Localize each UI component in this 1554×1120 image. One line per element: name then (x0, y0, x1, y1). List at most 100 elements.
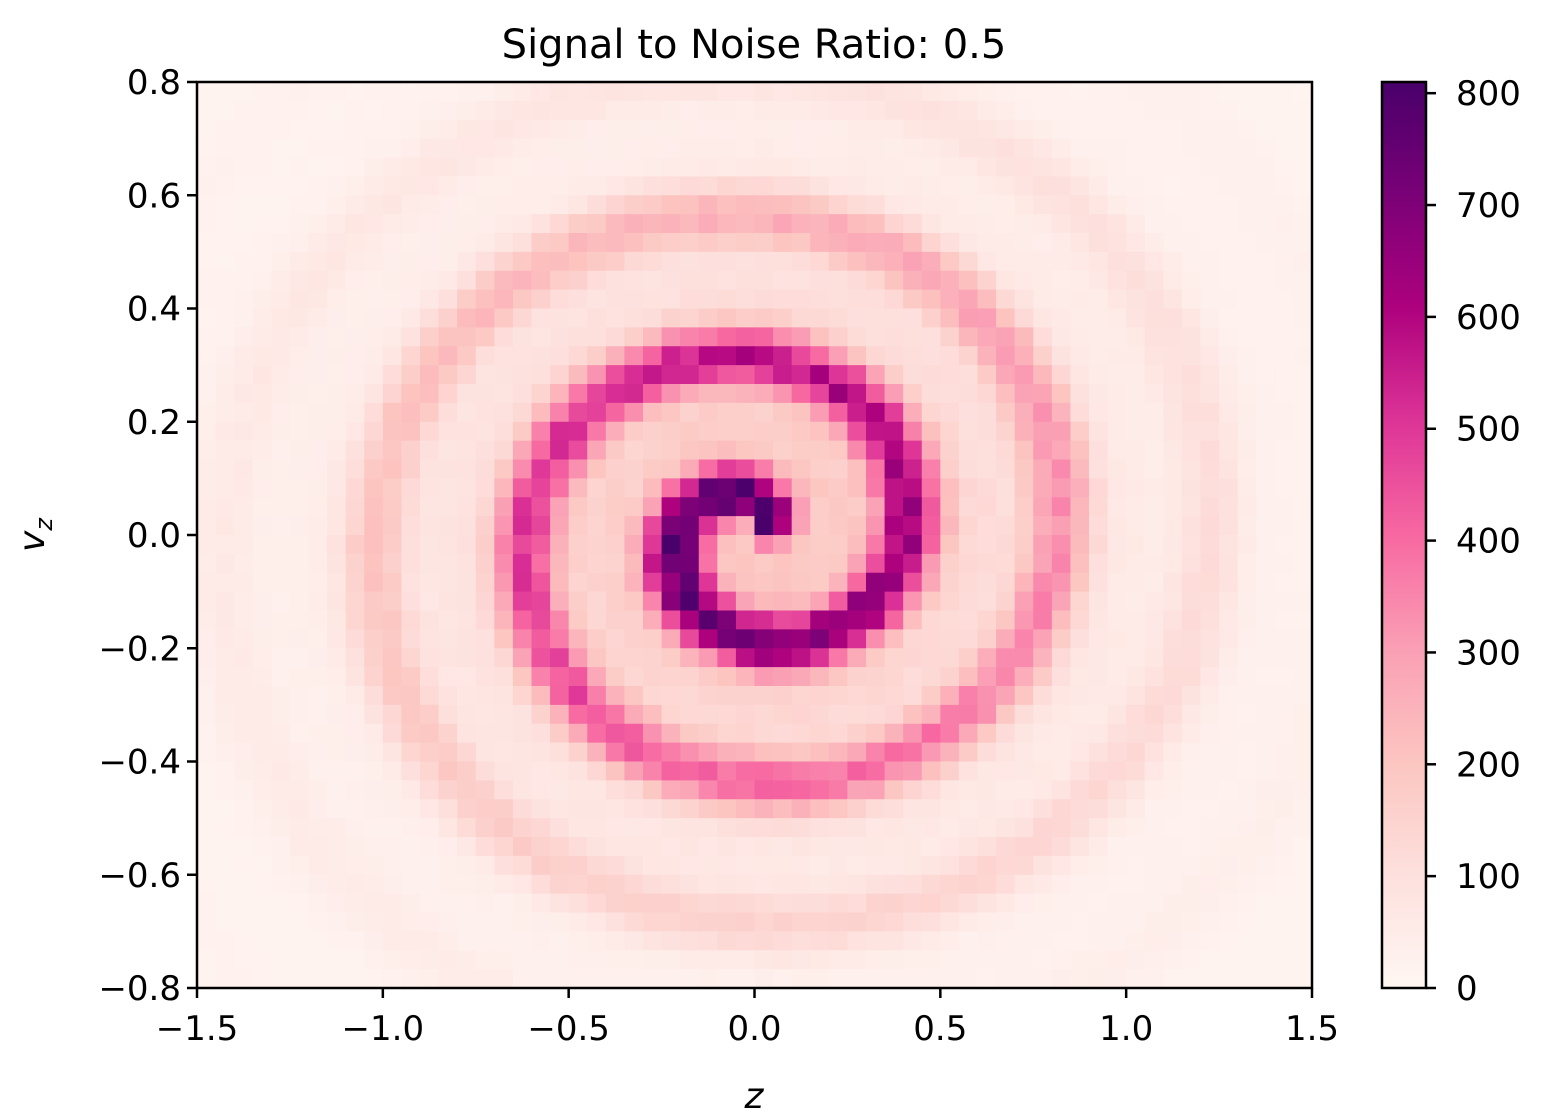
heatmap-cell (698, 289, 718, 310)
heatmap-cell (475, 780, 495, 800)
heatmap-cell (1237, 704, 1257, 725)
heatmap-cell (475, 799, 495, 819)
heatmap-cell (1163, 912, 1183, 932)
heatmap-cell (1256, 497, 1276, 517)
heatmap-cell (884, 667, 904, 687)
heatmap-cell (810, 346, 830, 366)
heatmap-cell (1219, 289, 1239, 310)
heatmap-cell (1163, 950, 1183, 970)
heatmap-cell (438, 270, 458, 291)
heatmap-cell (791, 100, 811, 121)
heatmap-cell (1237, 648, 1257, 668)
heatmap-cell (661, 270, 681, 291)
heatmap-cell (494, 516, 514, 536)
heatmap-cell (215, 742, 235, 763)
heatmap-cell (234, 855, 254, 876)
heatmap-cell (457, 667, 477, 687)
heatmap-cell (1014, 308, 1034, 328)
heatmap-cell (810, 119, 830, 140)
heatmap-cell (1070, 82, 1090, 102)
heatmap-cell (364, 327, 384, 347)
heatmap-cell (1144, 251, 1164, 272)
heatmap-cell (327, 214, 347, 234)
heatmap-cell (1163, 195, 1183, 215)
heatmap-cell (550, 950, 570, 970)
heatmap-cell (420, 402, 440, 423)
heatmap-cell (903, 459, 923, 479)
heatmap-cell (958, 327, 979, 347)
heatmap-cell (382, 233, 403, 253)
heatmap-cell (512, 950, 533, 970)
heatmap-cell (1200, 761, 1220, 781)
heatmap-cell (754, 723, 774, 744)
heatmap-cell (624, 553, 644, 574)
heatmap-cell (958, 893, 979, 914)
heatmap-cell (568, 837, 588, 857)
heatmap-cell (996, 950, 1016, 970)
heatmap-cell (420, 346, 440, 366)
heatmap-cell (494, 572, 514, 593)
heatmap-cell (587, 648, 607, 668)
heatmap-cell (940, 799, 960, 819)
heatmap-cell (475, 535, 495, 555)
heatmap-cell (1163, 969, 1183, 989)
heatmap-cell (680, 591, 700, 612)
heatmap-cell (1033, 950, 1053, 970)
heatmap-cell (605, 251, 626, 272)
heatmap-cell (940, 950, 960, 970)
heatmap-cell (1051, 516, 1072, 536)
heatmap-cell (420, 251, 440, 272)
heatmap-cell (1237, 119, 1257, 140)
heatmap-cell (680, 346, 700, 366)
heatmap-cell (494, 704, 514, 725)
heatmap-cell (754, 535, 774, 555)
heatmap-cell (1126, 648, 1146, 668)
heatmap-cell (1181, 610, 1202, 630)
heatmap-cell (996, 874, 1016, 895)
heatmap-cell (1033, 402, 1053, 423)
heatmap-cell (475, 969, 495, 989)
heatmap-cell (996, 402, 1016, 423)
heatmap-cell (345, 912, 365, 932)
heatmap-cell (1219, 251, 1239, 272)
heatmap-cell (698, 478, 718, 498)
heatmap-cell (382, 119, 403, 140)
heatmap-cell (1033, 214, 1053, 234)
heatmap-cell (661, 100, 681, 121)
heatmap-cell (940, 270, 960, 291)
heatmap-cell (977, 497, 997, 517)
heatmap-cell (661, 327, 681, 347)
heatmap-cell (921, 289, 941, 310)
heatmap-cell (1126, 931, 1146, 951)
heatmap-cell (1089, 440, 1109, 461)
heatmap-cell (271, 667, 291, 687)
heatmap-cell (680, 912, 700, 932)
heatmap-cell (828, 742, 849, 763)
heatmap-cell (773, 478, 793, 498)
heatmap-cell (531, 572, 551, 593)
heatmap-cell (1237, 723, 1257, 744)
heatmap-cell (624, 384, 644, 404)
heatmap-cell (940, 421, 960, 442)
heatmap-cell (587, 553, 607, 574)
heatmap-cell (1051, 157, 1072, 177)
heatmap-cell (643, 723, 663, 744)
heatmap-cell (754, 874, 774, 895)
heatmap-cell (1219, 214, 1239, 234)
heatmap-cell (587, 874, 607, 895)
heatmap-cell (1163, 327, 1183, 347)
heatmap-cell (1219, 157, 1239, 177)
heatmap-cell (624, 497, 644, 517)
heatmap-cell (624, 402, 644, 423)
heatmap-cell (735, 214, 756, 234)
heatmap-cell (884, 516, 904, 536)
heatmap-cell (345, 799, 365, 819)
heatmap-cell (382, 874, 403, 895)
heatmap-cell (1014, 138, 1034, 159)
heatmap-cell (940, 289, 960, 310)
heatmap-cell (810, 572, 830, 593)
heatmap-cell (810, 440, 830, 461)
heatmap-cell (605, 704, 626, 725)
heatmap-cell (345, 855, 365, 876)
heatmap-cell (958, 874, 979, 895)
